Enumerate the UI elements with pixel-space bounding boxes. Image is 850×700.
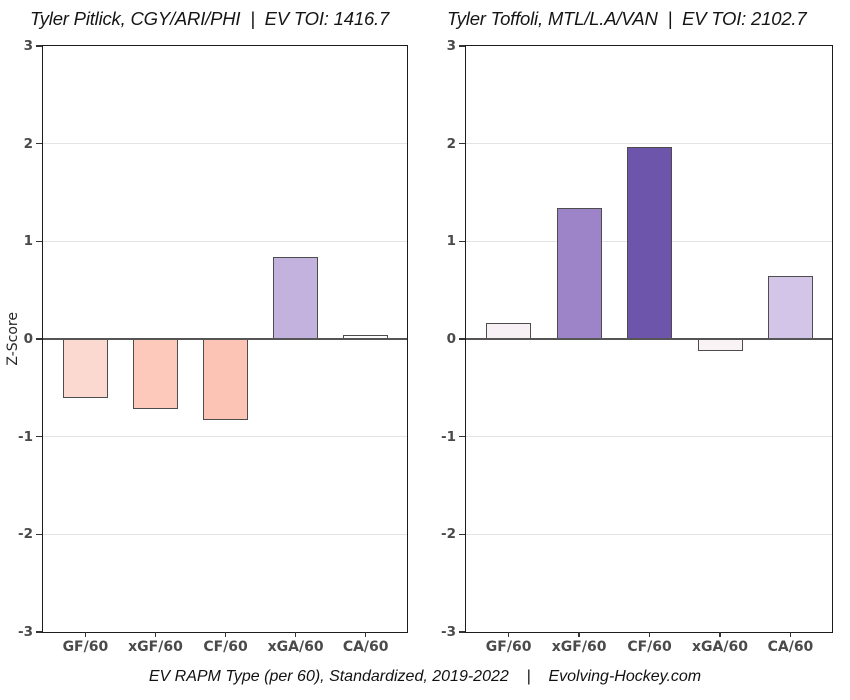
- y-tick-label: 2: [446, 135, 456, 152]
- bar-xgf-60: [132, 339, 178, 410]
- y-tick-label: -1: [441, 428, 456, 445]
- gridline: [466, 143, 832, 145]
- y-tick-label: 0: [446, 331, 456, 347]
- x-tick-label: xGA/60: [267, 639, 324, 655]
- x-tick-mark: [294, 632, 297, 637]
- gridline: [43, 436, 407, 438]
- x-tick-label: CA/60: [342, 639, 389, 655]
- y-tick-label: 1: [23, 233, 33, 250]
- x-tick-label: CF/60: [203, 639, 248, 655]
- bar-gf-60: [62, 339, 108, 398]
- y-tick-mark: [459, 533, 465, 536]
- bar-cf-60: [203, 339, 249, 421]
- y-tick-mark: [459, 435, 465, 438]
- y-tick-label: 1: [446, 233, 456, 250]
- y-tick-mark: [459, 45, 465, 47]
- bar-gf-60: [486, 323, 532, 339]
- x-tick-label: GF/60: [62, 639, 109, 655]
- y-tick-label: -2: [18, 526, 33, 543]
- x-tick-mark: [364, 632, 367, 637]
- y-tick-label: -3: [441, 624, 456, 640]
- chart-toffoli: 3 2 1 0 -1 -2 -3 GF/60 xGF/60 CF/60 xGA/60 CA/60: [441, 38, 833, 655]
- bar-xga-60: [273, 256, 319, 339]
- x-tick-label: GF/60: [485, 639, 532, 655]
- x-tick-mark: [789, 632, 792, 637]
- y-tick-mark: [36, 240, 42, 243]
- y-tick-label: -1: [18, 428, 33, 445]
- gridline: [466, 533, 832, 535]
- bar-ca-60: [767, 275, 813, 339]
- x-tick-mark: [648, 632, 651, 637]
- chart-title-pitlick: Tyler Pitlick, CGY/ARI/PHI | EV TOI: 141…: [30, 8, 390, 29]
- zero-baseline: [466, 337, 832, 341]
- zero-baseline: [43, 337, 407, 341]
- chart-pitlick: 3 2 1 0 -1 -2 -3 GF/60 xGF/60 CF/60 xGA/60 CA/60: [18, 38, 408, 655]
- y-tick-mark: [36, 533, 42, 536]
- y-tick-label: -2: [441, 526, 456, 543]
- gridline: [43, 143, 407, 145]
- bar-xgf-60: [556, 208, 602, 339]
- y-tick-mark: [459, 142, 465, 145]
- x-tick-mark: [224, 632, 227, 637]
- bar-cf-60: [627, 146, 673, 339]
- y-tick-mark: [36, 631, 42, 633]
- x-tick-label: xGF/60: [551, 639, 607, 655]
- gridline: [43, 533, 407, 535]
- figure-caption: EV RAPM Type (per 60), Standardized, 201…: [148, 668, 702, 685]
- x-tick-mark: [507, 632, 510, 637]
- x-tick-label: xGA/60: [692, 639, 748, 655]
- x-tick-label: xGF/60: [128, 639, 183, 655]
- x-tick-label: CA/60: [767, 639, 814, 655]
- gridline: [43, 240, 407, 242]
- x-tick-mark: [84, 632, 87, 637]
- x-tick-mark: [154, 632, 157, 637]
- y-tick-mark: [36, 45, 42, 47]
- x-tick-mark: [719, 632, 721, 637]
- y-tick-mark: [36, 142, 42, 145]
- x-tick-mark: [578, 632, 580, 637]
- y-tick-label: 3: [23, 38, 33, 54]
- y-tick-mark: [459, 338, 465, 340]
- y-tick-label: -3: [18, 624, 33, 640]
- gridline: [466, 436, 832, 438]
- y-tick-label: 3: [446, 38, 456, 54]
- y-tick-mark: [36, 435, 42, 438]
- bar-xga-60: [697, 339, 743, 351]
- y-tick-label: 0: [23, 331, 33, 347]
- y-tick-mark: [36, 338, 42, 340]
- x-tick-label: CF/60: [627, 639, 672, 655]
- chart-title-toffoli: Tyler Toffoli, MTL/L.A/VAN | EV TOI: 210…: [447, 8, 807, 29]
- y-tick-mark: [459, 240, 465, 243]
- y-tick-label: 2: [23, 135, 33, 152]
- y-tick-mark: [459, 631, 465, 633]
